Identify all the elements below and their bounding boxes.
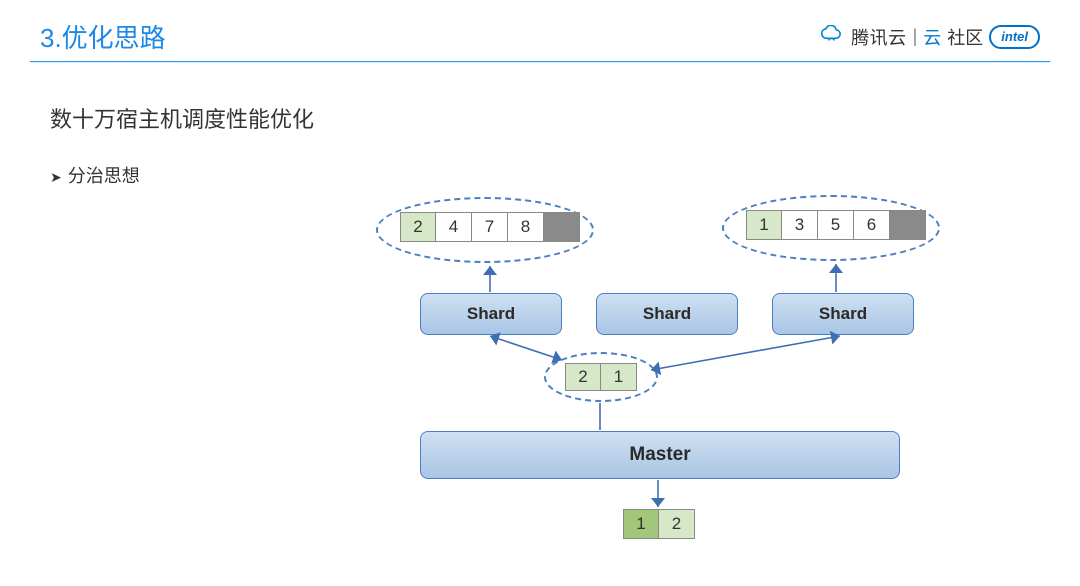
cell: 2 xyxy=(400,212,436,242)
yun-icon: 云 xyxy=(923,24,941,50)
shard-box-0: Shard xyxy=(420,293,562,335)
cell: 8 xyxy=(508,212,544,242)
header: 3.优化思路 腾讯云 | 云 社区 intel xyxy=(0,0,1080,61)
page-title: 3.优化思路 xyxy=(40,18,166,55)
cell: 1 xyxy=(623,509,659,539)
bullet-text: 分治思想 xyxy=(68,166,140,186)
logo-divider: | xyxy=(913,26,918,47)
cell xyxy=(890,210,926,240)
tencent-cloud-icon xyxy=(819,25,845,48)
master-box: Master xyxy=(420,431,900,479)
cell xyxy=(544,212,580,242)
chevron-right-icon: ➤ xyxy=(50,169,62,185)
cell: 6 xyxy=(854,210,890,240)
cell: 5 xyxy=(818,210,854,240)
ellipse-left xyxy=(376,197,594,263)
ellipse-right xyxy=(722,195,940,261)
shard-box-2: Shard xyxy=(772,293,914,335)
intel-logo: intel xyxy=(989,25,1040,49)
cell: 1 xyxy=(746,210,782,240)
cell: 2 xyxy=(659,509,695,539)
bullet-item: ➤ 分治思想 xyxy=(50,162,1030,188)
cell: 7 xyxy=(472,212,508,242)
cell: 2 xyxy=(565,363,601,391)
left-cells: 2478 xyxy=(400,212,580,242)
cell: 3 xyxy=(782,210,818,240)
content: 数十万宿主机调度性能优化 ➤ 分治思想 xyxy=(0,62,1080,188)
ellipse-mid xyxy=(544,352,658,402)
mid-cells: 21 xyxy=(565,363,637,391)
subtitle: 数十万宿主机调度性能优化 xyxy=(50,102,1030,134)
shard-box-1: Shard xyxy=(596,293,738,335)
yun-text: 社区 xyxy=(947,24,983,50)
right-cells: 1356 xyxy=(746,210,926,240)
cell: 1 xyxy=(601,363,637,391)
logos: 腾讯云 | 云 社区 intel xyxy=(819,24,1040,50)
tencent-cloud-text: 腾讯云 xyxy=(851,24,907,50)
cell: 4 xyxy=(436,212,472,242)
result-cells: 12 xyxy=(623,509,695,539)
